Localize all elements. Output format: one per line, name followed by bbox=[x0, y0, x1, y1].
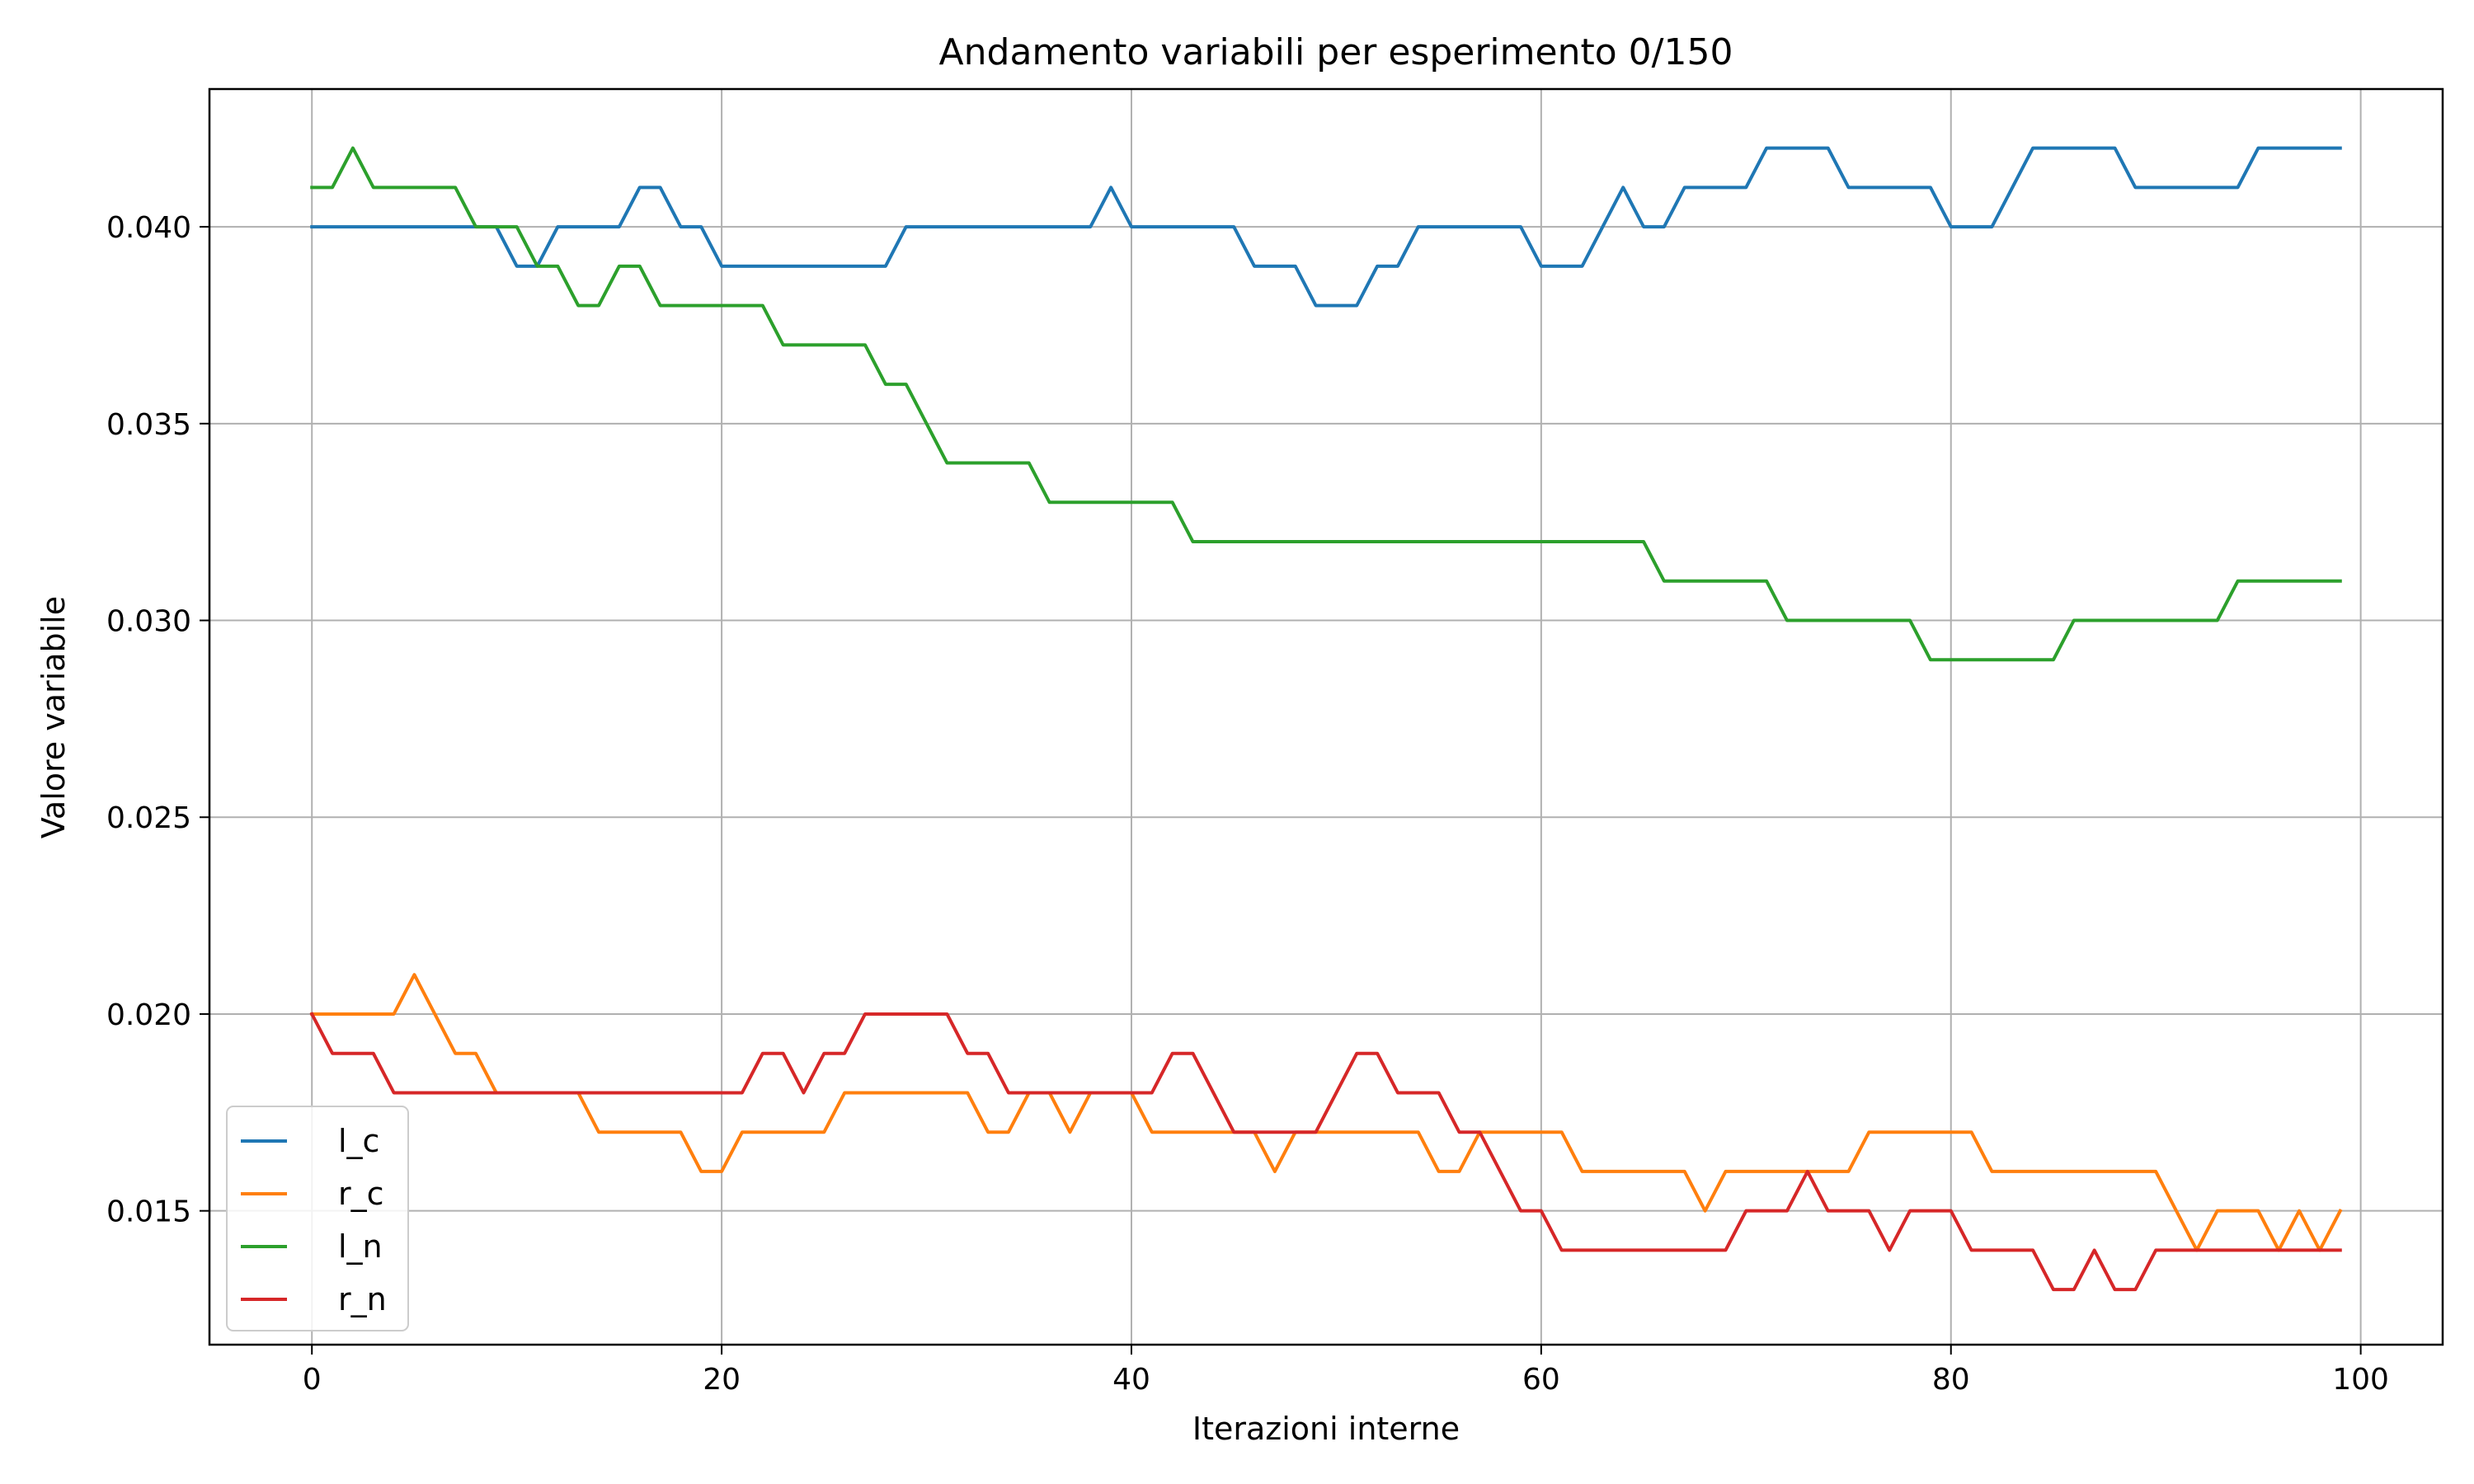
x-tick-label: 100 bbox=[2332, 1363, 2389, 1397]
x-axis-label: Iterazioni interne bbox=[1192, 1411, 1460, 1447]
y-tick-label: 0.015 bbox=[106, 1195, 191, 1229]
y-tick-label: 0.020 bbox=[106, 998, 191, 1032]
x-tick-label: 60 bbox=[1522, 1363, 1560, 1397]
legend-label-r_c: r_c bbox=[338, 1176, 384, 1212]
plot-frame bbox=[208, 87, 2444, 1346]
y-tick-label: 0.025 bbox=[106, 801, 191, 835]
grid-layer bbox=[209, 89, 2443, 1345]
legend-label-r_n: r_n bbox=[338, 1281, 387, 1317]
series-layer bbox=[309, 146, 2343, 1292]
y-tick-label: 0.040 bbox=[106, 211, 191, 245]
legend-box bbox=[226, 1106, 409, 1331]
x-tick-label: 20 bbox=[703, 1363, 741, 1397]
y-axis-label: Valore variabile bbox=[35, 596, 72, 838]
x-tick-label: 40 bbox=[1112, 1363, 1150, 1397]
series-line-r_c bbox=[310, 973, 2343, 1252]
series-line-l_n bbox=[310, 146, 2342, 662]
series-line-l_c bbox=[310, 146, 2342, 308]
legend-label-l_c: l_c bbox=[338, 1123, 379, 1159]
y-tick-label: 0.030 bbox=[106, 605, 191, 639]
y-tick-label: 0.035 bbox=[106, 408, 191, 442]
legend-label-l_n: l_n bbox=[338, 1228, 383, 1265]
tick-layer: 0 20 40 60 80 100 0.015 0.020 0.025 0.030 0.035 0.0… bbox=[106, 211, 2389, 1397]
x-tick-label: 80 bbox=[1932, 1363, 1970, 1397]
chart-title: Andamento variabili per esperimento 0/15… bbox=[939, 31, 1733, 73]
series-line-r_n bbox=[309, 1012, 2342, 1292]
x-tick-label: 0 bbox=[303, 1363, 322, 1397]
legend: l_c r_c l_n r_n bbox=[226, 1106, 409, 1331]
